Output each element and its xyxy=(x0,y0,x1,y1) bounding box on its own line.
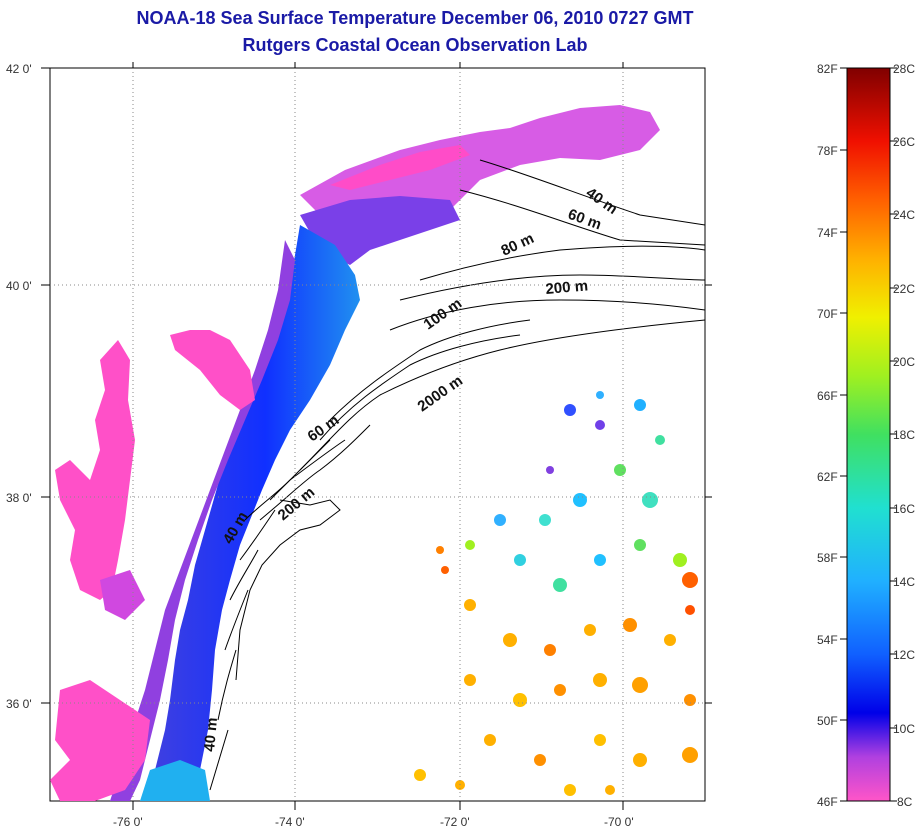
delaware-bay-water xyxy=(170,330,255,410)
bay-mouth-water xyxy=(100,570,145,620)
bathymetry-contours xyxy=(209,159,705,791)
cb-f-5: 62F xyxy=(817,470,838,484)
cb-c-7: 14C xyxy=(893,575,915,589)
map-subtitle: Rutgers Coastal Ocean Observation Lab xyxy=(242,35,588,55)
offshore-sst-patches xyxy=(414,391,698,796)
colorbar xyxy=(846,67,891,802)
cb-f-2: 74F xyxy=(817,226,838,240)
lat-label-36: 36 0' xyxy=(6,697,32,711)
cb-f-4: 66F xyxy=(817,389,838,403)
cb-f-3: 70F xyxy=(817,307,838,321)
ny-bight-water xyxy=(300,196,460,265)
lat-label-38: 38 0' xyxy=(6,491,32,505)
cb-c-9: 10C xyxy=(893,722,915,736)
lat-label-42: 42 0' xyxy=(6,62,32,76)
mid-atlantic-shelf-water xyxy=(150,225,360,801)
cb-c-3: 22C xyxy=(893,282,915,296)
lon-label-76: -76 0' xyxy=(113,815,143,829)
lon-label-74: -74 0' xyxy=(275,815,305,829)
cb-c-2: 24C xyxy=(893,208,915,222)
cb-f-9: 46F xyxy=(817,795,838,809)
cb-f-1: 78F xyxy=(817,144,838,158)
chesapeake-bay-water xyxy=(55,340,135,600)
cb-c-1: 26C xyxy=(893,135,915,149)
colorbar-fahrenheit-labels: 82F 78F 74F 70F 66F 62F 58F 54F 50F 46F xyxy=(817,62,838,809)
cb-c-0: 28C xyxy=(893,62,915,76)
frame-ticks xyxy=(41,62,712,810)
map-title: NOAA-18 Sea Surface Temperature December… xyxy=(136,8,694,28)
colorbar-ticks xyxy=(840,67,897,802)
lat-label-40: 40 0' xyxy=(6,279,32,293)
lon-label-72: -72 0' xyxy=(440,815,470,829)
new-england-shelf-water xyxy=(300,105,660,225)
depth-label-200m-north: 200 m xyxy=(545,277,589,298)
cb-f-7: 54F xyxy=(817,633,838,647)
colorbar-celsius-labels: 28C 26C 24C 22C 20C 18C 16C 14C 12C 10C … xyxy=(893,62,915,809)
cb-c-10: 8C xyxy=(897,795,913,809)
long-island-sound-water xyxy=(330,145,470,190)
coastal-strip-water xyxy=(110,240,295,801)
cb-c-6: 16C xyxy=(893,502,915,516)
cb-c-4: 20C xyxy=(893,355,915,369)
depth-label-40m-south: 40 m xyxy=(201,717,221,753)
southern-shelf-water xyxy=(140,760,210,801)
cb-f-8: 50F xyxy=(817,714,838,728)
lon-label-70: -70 0' xyxy=(604,815,634,829)
cb-c-5: 18C xyxy=(893,428,915,442)
cb-f-6: 58F xyxy=(817,551,838,565)
pamlico-sound-water xyxy=(50,680,150,801)
cb-c-8: 12C xyxy=(893,648,915,662)
cb-f-0: 82F xyxy=(817,62,838,76)
